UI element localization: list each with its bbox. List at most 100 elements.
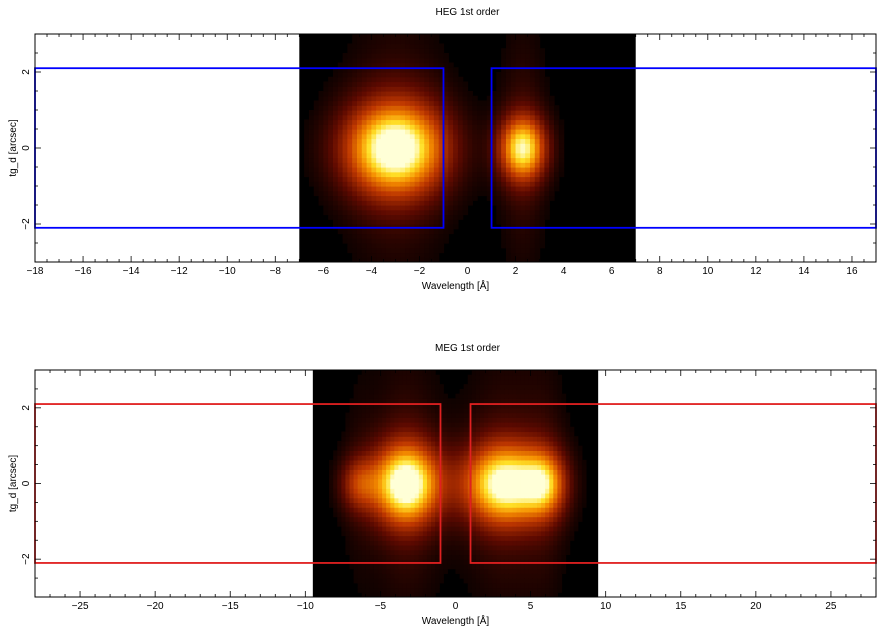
heat-cell <box>516 573 522 579</box>
heat-cell <box>510 252 517 258</box>
heat-cell <box>475 379 481 385</box>
heat-cell <box>431 440 436 447</box>
heat-cell <box>438 86 445 92</box>
heat-cell <box>414 114 421 121</box>
heat-cell <box>544 86 550 92</box>
heat-cell <box>385 53 392 59</box>
heat-cell <box>426 488 432 494</box>
heat-cell <box>453 133 459 140</box>
heat-cell <box>414 224 421 230</box>
heat-cell <box>561 393 567 399</box>
heat-cell <box>414 200 421 206</box>
heat-cell <box>504 426 510 433</box>
heat-cell <box>520 214 526 220</box>
heat-cell <box>569 474 575 480</box>
heat-cell <box>414 573 420 579</box>
heat-cell <box>313 138 320 144</box>
heat-cell <box>516 436 522 442</box>
heat-cell <box>385 190 392 197</box>
heat-cell <box>361 133 368 140</box>
heat-cell <box>405 233 411 239</box>
heat-cell <box>539 224 546 230</box>
heat-cell <box>549 167 555 173</box>
heat-cell <box>492 422 497 428</box>
heat-cell <box>418 370 424 376</box>
heat-cell <box>504 459 510 466</box>
heat-cell <box>512 530 518 537</box>
heat-cell <box>438 43 445 49</box>
heat-cell <box>414 544 420 551</box>
heat-cell <box>402 379 408 385</box>
heat-cell <box>395 238 401 244</box>
heat-cell <box>501 76 507 83</box>
heat-cell <box>553 474 559 480</box>
heat-cell <box>352 48 358 54</box>
heat-cell <box>369 563 375 570</box>
heat-cell <box>365 573 371 579</box>
heat-cell <box>332 100 339 106</box>
heat-cell <box>448 200 454 206</box>
heat-cell <box>422 469 428 475</box>
heat-cell <box>528 544 534 551</box>
heat-cell <box>406 563 412 570</box>
heat-cell <box>549 578 554 584</box>
heat-cell <box>395 119 401 125</box>
heat-cell <box>414 422 420 428</box>
heat-cell <box>378 483 383 489</box>
heat-cell <box>398 507 404 513</box>
heat-cell <box>463 426 469 433</box>
heat-cell <box>549 190 555 197</box>
heat-cell <box>410 398 416 404</box>
heat-cell <box>352 124 358 130</box>
heat-cell <box>400 181 406 187</box>
heat-cell <box>477 133 483 140</box>
heat-cell <box>418 459 424 466</box>
heat-cell <box>369 431 375 437</box>
heat-cell <box>492 568 497 574</box>
heat-cell <box>390 114 397 121</box>
heat-cell <box>510 76 517 83</box>
heat-cell <box>398 417 404 423</box>
heat-cell <box>545 440 550 447</box>
heat-cell <box>422 559 428 565</box>
heat-cell <box>318 176 324 182</box>
heat-cell <box>453 162 459 168</box>
heat-cell <box>544 152 550 159</box>
heat-cell <box>529 43 536 49</box>
heat-cell <box>557 440 563 447</box>
heat-cell <box>402 535 408 541</box>
heat-cell <box>424 243 430 249</box>
heat-cell <box>352 224 358 230</box>
heat-cell <box>524 403 530 409</box>
heat-cell <box>471 417 477 423</box>
heat-cell <box>400 110 406 116</box>
heat-cell <box>475 573 481 579</box>
x-tick-label: 14 <box>798 266 810 277</box>
heat-cell <box>365 549 371 556</box>
heat-cell <box>394 587 400 593</box>
heat-cell <box>565 535 571 541</box>
heat-cell <box>505 186 512 192</box>
heat-cell <box>386 403 391 409</box>
heat-cell <box>373 388 379 395</box>
heat-cell <box>400 171 406 178</box>
heat-cell <box>376 190 382 197</box>
heat-cell <box>457 143 464 149</box>
heat-cell <box>385 200 392 206</box>
heat-cell <box>385 48 392 54</box>
heat-cell <box>541 578 546 584</box>
heat-cell <box>369 370 375 376</box>
heat-cell <box>557 455 563 461</box>
heat-cell <box>528 478 534 485</box>
heat-cell <box>539 219 546 225</box>
heat-cell <box>453 114 459 121</box>
heat-cell <box>528 436 534 442</box>
heat-cell <box>365 592 371 597</box>
heat-cell <box>447 511 453 518</box>
heat-cell <box>414 119 421 125</box>
heat-cell <box>405 38 411 45</box>
heat-cell <box>455 398 461 404</box>
heat-cell <box>323 105 329 111</box>
heat-cell <box>443 554 448 560</box>
heat-cell <box>390 511 395 518</box>
